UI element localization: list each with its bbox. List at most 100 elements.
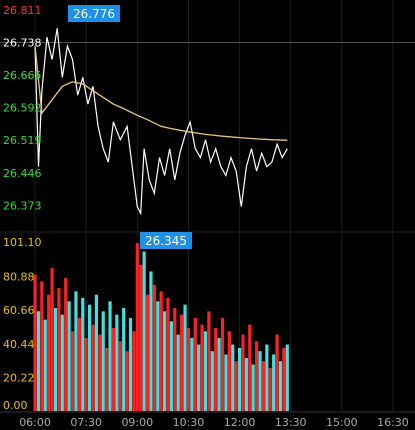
volume-bar (231, 344, 235, 411)
volume-bar (77, 317, 81, 411)
volume-bar (101, 311, 105, 411)
volume-bar (118, 341, 122, 411)
volume-bar (57, 288, 61, 411)
volume-bar (53, 307, 58, 411)
volume-bar (275, 334, 279, 411)
volume-bar (255, 341, 259, 411)
volume-bar (176, 334, 180, 411)
volume-bar (251, 364, 255, 411)
volume-bar (186, 327, 191, 411)
price-tick-label: 26.446 (3, 167, 42, 180)
volume-bar (105, 347, 109, 411)
volume-tick-label: 80.88 (3, 271, 35, 284)
volume-bar (173, 307, 177, 411)
volume-bar (87, 304, 92, 411)
time-axis: 06:00 07:30 09:00 10:30 12:00 13:30 15:00 16:30 (19, 416, 409, 429)
volume-bar (111, 327, 116, 411)
volume-bar (159, 291, 163, 411)
volume-bar (244, 357, 248, 411)
volume-bar (152, 284, 156, 411)
volume-bar (132, 331, 136, 411)
volume-bar (193, 317, 197, 411)
volume-bar (241, 334, 245, 411)
volume-tick-label: 20.22 (3, 371, 35, 384)
volume-bar (139, 264, 143, 411)
volume-bar (64, 278, 68, 411)
volume-bar (248, 324, 252, 411)
volume-axis: 101.10 80.88 60.66 40.44 20.22 0.00 (3, 236, 42, 412)
volume-bar (115, 314, 119, 411)
price-tick-label: 26.519 (3, 134, 42, 147)
volume-bars (33, 243, 289, 411)
volume-bar (84, 337, 88, 411)
volume-bar (36, 311, 41, 411)
volume-tick-label: 101.10 (3, 236, 42, 249)
volume-bar (258, 351, 262, 411)
volume-bar (142, 251, 146, 411)
volume-bar (128, 317, 133, 411)
volume-bar (272, 354, 276, 411)
volume-bar (183, 304, 187, 411)
volume-bar (74, 291, 78, 411)
time-tick-label: 10:30 (173, 416, 205, 429)
time-tick-label: 16:30 (377, 416, 409, 429)
time-tick-label: 12:00 (224, 416, 256, 429)
volume-bar (224, 354, 228, 411)
volume-bar (282, 347, 286, 411)
volume-bar (237, 347, 242, 411)
volume-bar (145, 294, 150, 411)
volume-bar (197, 344, 201, 411)
volume-bar (43, 319, 47, 411)
volume-bar (149, 271, 153, 411)
volume-bar (40, 281, 44, 411)
volume-bar (180, 314, 184, 411)
time-tick-label: 15:00 (326, 416, 358, 429)
volume-bar (47, 294, 51, 411)
volume-bar (285, 344, 289, 411)
volume-bar (70, 331, 75, 411)
volume-bar (108, 301, 112, 411)
volume-bar (98, 334, 102, 411)
price-series (34, 28, 288, 216)
volume-bar (210, 351, 214, 411)
volume-bar (261, 361, 266, 411)
price-axis: 26.811 26.738 26.665 26.592 26.519 26.446 26.3… (3, 4, 42, 212)
volume-tick-label: 0.00 (3, 399, 28, 412)
volume-bar (156, 301, 160, 411)
price-tick-label: 26.811 (3, 4, 42, 17)
volume-bar (220, 317, 225, 411)
time-tick-label: 09:00 (121, 416, 153, 429)
volume-bar (203, 331, 208, 411)
volume-bar (60, 314, 64, 411)
volume-bar (234, 361, 238, 411)
price-tick-label: 26.738 (3, 37, 42, 50)
price-line (34, 28, 288, 216)
price-tick-label: 26.373 (3, 199, 42, 212)
volume-bar (268, 367, 272, 411)
average-price-line (34, 46, 288, 141)
time-tick-label: 06:00 (19, 416, 51, 429)
price-tags: 26.776 26.345 (68, 5, 192, 249)
price-tick-label: 26.665 (3, 69, 42, 82)
volume-bar (81, 298, 85, 411)
volume-bar (207, 311, 211, 411)
volume-bar (135, 243, 139, 411)
volume-bar (265, 344, 269, 411)
volume-bar (227, 331, 231, 411)
volume-bar (125, 351, 129, 411)
volume-bar (91, 324, 95, 411)
volume-bar (162, 311, 167, 411)
price-tag-background (140, 232, 192, 249)
price-tag-background (68, 5, 120, 22)
volume-bar (217, 337, 221, 411)
price-tag-label: 26.776 (73, 7, 115, 21)
volume-bar (200, 324, 204, 411)
volume-tick-label: 40.44 (3, 338, 35, 351)
volume-bar (214, 327, 218, 411)
price-tag-label: 26.345 (145, 234, 187, 248)
volume-bar (190, 337, 194, 411)
volume-bar (166, 298, 170, 411)
volume-bar (169, 321, 173, 411)
volume-bar (50, 268, 54, 411)
